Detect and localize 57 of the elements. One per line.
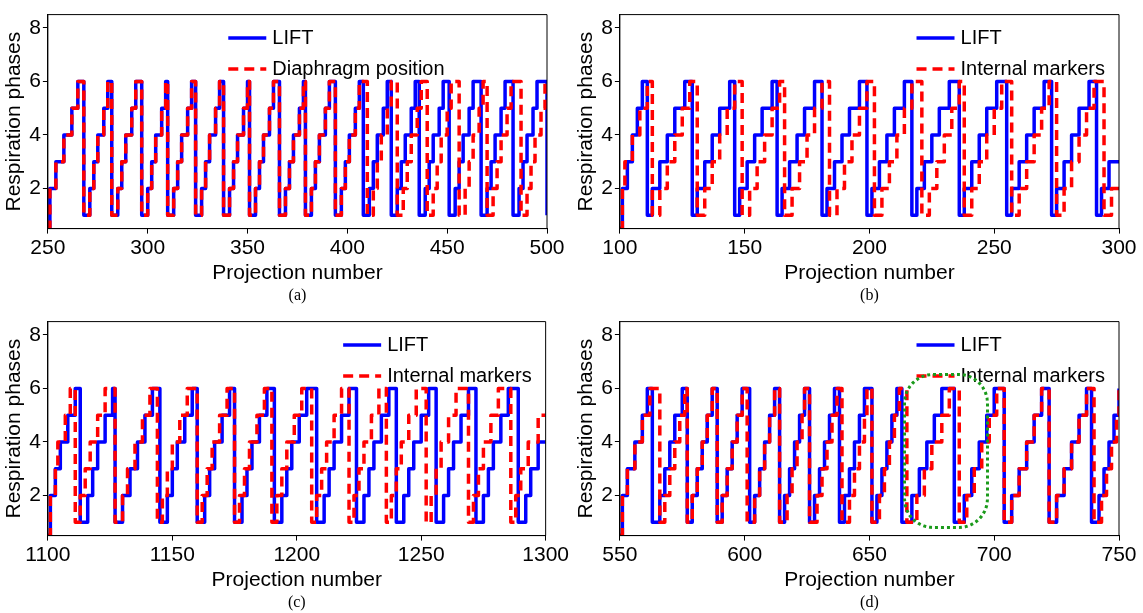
legend-label: LIFT	[960, 332, 1002, 355]
x-axis-title: Projection number	[784, 567, 955, 591]
y-tick-label: 8	[601, 321, 613, 345]
x-tick-label: 300	[130, 235, 166, 258]
x-tick-label: 150	[727, 235, 763, 258]
y-tick-label: 6	[601, 375, 613, 399]
x-tick-label: 500	[529, 235, 565, 258]
text: (a)	[288, 286, 307, 305]
x-tick-label: 250	[30, 235, 66, 258]
x-tick-label: 1150	[149, 542, 195, 565]
text: (d)	[860, 593, 879, 612]
legend-label: LIFT	[272, 25, 314, 48]
legend-label: LIFT	[387, 332, 429, 355]
y-axis-title: Respiration phases	[573, 338, 597, 519]
x-tick-label: 350	[230, 235, 266, 258]
y-tick-label: 2	[29, 175, 41, 199]
y-axis-title: Respiration phases	[573, 31, 597, 212]
y-tick-label: 8	[29, 14, 41, 38]
y-tick-label: 2	[29, 482, 41, 506]
legend-label: Internal markers	[960, 363, 1106, 386]
x-tick-label: 1200	[273, 542, 321, 565]
legend-label: Diaphragm position	[272, 56, 445, 79]
x-tick-label: 1300	[522, 542, 569, 565]
legend-label: Internal markers	[960, 56, 1106, 79]
x-tick-label: 200	[851, 235, 887, 258]
legend-label: Internal markers	[387, 363, 532, 386]
x-tick-label: 250	[976, 235, 1012, 258]
y-tick-label: 4	[29, 428, 42, 452]
x-axis-title: Projection number	[212, 260, 383, 284]
y-tick-label: 6	[29, 375, 41, 399]
x-axis-title: Projection number	[784, 260, 955, 284]
x-tick-label: 550	[602, 542, 638, 565]
x-axis-title: Projection number	[211, 567, 382, 591]
text: (c)	[287, 593, 306, 612]
x-tick-label: 1100	[25, 542, 71, 565]
text: (b)	[860, 286, 879, 305]
legend-label: LIFT	[960, 25, 1002, 48]
x-tick-label: 450	[429, 235, 465, 258]
x-tick-label: 750	[1101, 542, 1137, 565]
x-tick-label: 600	[727, 542, 763, 565]
y-tick-label: 6	[601, 68, 613, 92]
x-tick-label: 1250	[397, 542, 445, 565]
x-tick-label: 700	[976, 542, 1012, 565]
y-axis-title: Respiration phases	[1, 31, 25, 212]
y-tick-label: 2	[601, 175, 613, 199]
y-tick-label: 2	[601, 482, 613, 506]
y-tick-label: 6	[29, 68, 41, 92]
x-tick-label: 650	[851, 542, 887, 565]
y-tick-label: 4	[601, 428, 614, 452]
y-tick-label: 8	[29, 321, 41, 345]
x-tick-label: 100	[602, 235, 638, 258]
x-tick-label: 400	[329, 235, 365, 258]
y-tick-label: 4	[601, 121, 614, 145]
x-tick-label: 300	[1101, 235, 1137, 258]
y-tick-label: 4	[29, 121, 42, 145]
y-tick-label: 8	[601, 14, 613, 38]
y-axis-title: Respiration phases	[1, 338, 25, 519]
